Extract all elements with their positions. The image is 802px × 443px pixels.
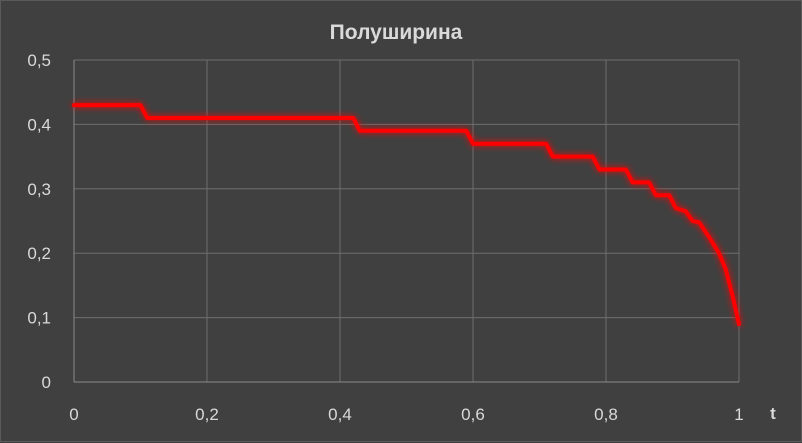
x-tick-labels: 0 0,2 0,4 0,6 0,8 1 bbox=[69, 405, 743, 424]
x-tick-label: 0,8 bbox=[594, 405, 618, 424]
x-tick-label: 1 bbox=[734, 405, 743, 424]
x-tick-label: 0,4 bbox=[328, 405, 352, 424]
y-tick-labels: 0 0,1 0,2 0,3 0,4 0,5 bbox=[27, 51, 51, 392]
y-tick-label: 0,2 bbox=[27, 244, 51, 263]
x-axis-label: t bbox=[770, 404, 776, 423]
x-tick-label: 0,6 bbox=[461, 405, 485, 424]
series-group bbox=[72, 103, 741, 326]
chart-title: Полуширина bbox=[330, 21, 463, 44]
series-line-0 bbox=[72, 103, 741, 326]
x-tick-label: 0 bbox=[69, 405, 78, 424]
y-tick-label: 0 bbox=[42, 373, 51, 392]
y-tick-label: 0,1 bbox=[27, 309, 51, 328]
grid bbox=[73, 59, 740, 383]
y-tick-label: 0,3 bbox=[27, 180, 51, 199]
x-tick-label: 0,2 bbox=[195, 405, 219, 424]
y-tick-label: 0,5 bbox=[27, 51, 51, 70]
y-tick-label: 0,4 bbox=[27, 115, 51, 134]
